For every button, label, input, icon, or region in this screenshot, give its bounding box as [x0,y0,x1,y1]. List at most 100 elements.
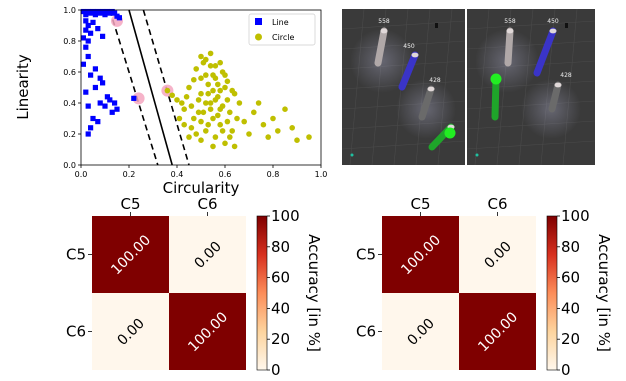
point-circle [181,121,187,128]
point-circle [193,131,199,137]
point-line [88,72,94,78]
colorbar-tick-label: 40 [271,299,290,317]
y-tick-label: 0.2 [63,130,76,139]
heatmap-cell [382,293,459,370]
point-circle [198,90,204,97]
point-line [90,8,96,15]
point-circle [212,97,219,103]
colorbar-tick-label: 20 [561,330,580,348]
highlighted-point [132,92,145,105]
cylinder-object [504,27,514,67]
point-circle [198,137,204,143]
scatter-plot: 0.0 0.2 0.4 0.6 0.8 1.0 0.0 0.2 0.4 0.6 0.8 1.0 Ci… [14,6,327,197]
point-line [85,131,91,137]
decision-boundaries [109,9,190,166]
point-line [112,100,118,106]
point-line [92,12,98,18]
point-circle [191,115,197,122]
point-circle [217,87,223,94]
heatmap-cell [459,216,536,293]
point-circle [231,143,238,150]
colorbar [256,215,268,371]
point-circle [215,81,221,88]
point-line [83,12,89,18]
floor-grid-line [466,140,596,150]
x-tick-label: 0.4 [171,170,184,179]
cylinder-cap [506,28,514,34]
cylinder-object [374,27,388,67]
row-label: C5 [356,246,376,264]
point-circle [207,63,214,69]
point-circle [215,112,221,119]
legend-label-circle: Circle [272,33,295,42]
view-panel-2: 558 450 428 [466,8,596,166]
point-circle [236,100,243,106]
point-line [114,106,120,112]
point-circle [219,103,226,109]
point-circle [229,87,235,94]
point-line [83,27,89,33]
scatter-frame [80,9,322,166]
scatter-points [80,8,312,150]
point-circle [246,131,252,137]
boundary-line-solid [128,9,173,166]
column-label: C6 [487,195,507,213]
point-circle [224,118,231,125]
light-glow [350,29,414,93]
x-tick-label: 0.8 [267,170,280,179]
point-circle [205,90,211,97]
point-line [83,44,89,50]
y-tick-label: 0.6 [63,68,76,77]
y-tick-label: 0.4 [63,99,76,108]
heatmap-cell [92,216,169,293]
marker-sphere [444,127,456,139]
point-circle [210,143,216,150]
point-circle [217,121,223,128]
legend-label-line: Line [272,18,289,27]
point-circle [188,103,195,109]
point-circle [210,87,216,94]
cylinder-cap [427,86,435,92]
object-id-label: 450 [403,43,415,50]
colorbar-tick-label: 60 [561,269,580,287]
column-label: C6 [197,195,217,213]
point-circle [193,66,199,72]
x-tick-labels: 0.0 0.2 0.4 0.6 0.8 1.0 [75,165,328,179]
floor-grid-line [518,8,534,166]
point-circle [203,128,209,134]
point-circle [282,106,288,112]
legend: Line Circle [248,13,316,46]
point-circle [205,121,211,128]
point-line [95,119,101,125]
point-circle [191,76,197,83]
legend-marker-line [255,18,262,25]
point-circle [200,109,207,116]
row-label: C6 [356,323,376,341]
point-line [85,22,91,29]
point-circle [306,134,312,140]
point-line [85,53,91,60]
cylinder-cap [554,82,562,88]
point-circle [198,118,204,125]
point-circle [289,125,296,131]
point-circle [222,72,228,78]
point-line [90,19,96,25]
cylinder-object [398,51,419,91]
point-circle [207,106,214,112]
point-circle [212,134,219,140]
floor-grid-line [349,8,365,166]
point-circle [229,128,235,134]
simulation-views: 558 450 428 558 450 428 [341,8,596,166]
point-circle [203,56,209,63]
point-line [95,26,101,32]
colorbar-tick-label: 0 [561,361,571,379]
y-tick-labels: 0.0 0.2 0.4 0.6 0.8 1.0 [63,6,81,170]
x-tick-label: 1.0 [315,170,328,179]
cylinder-cap [411,52,419,58]
view-panel-1: 558 450 428 [341,8,466,166]
point-line [85,38,91,44]
point-line [80,8,86,15]
point-circle [224,97,231,103]
